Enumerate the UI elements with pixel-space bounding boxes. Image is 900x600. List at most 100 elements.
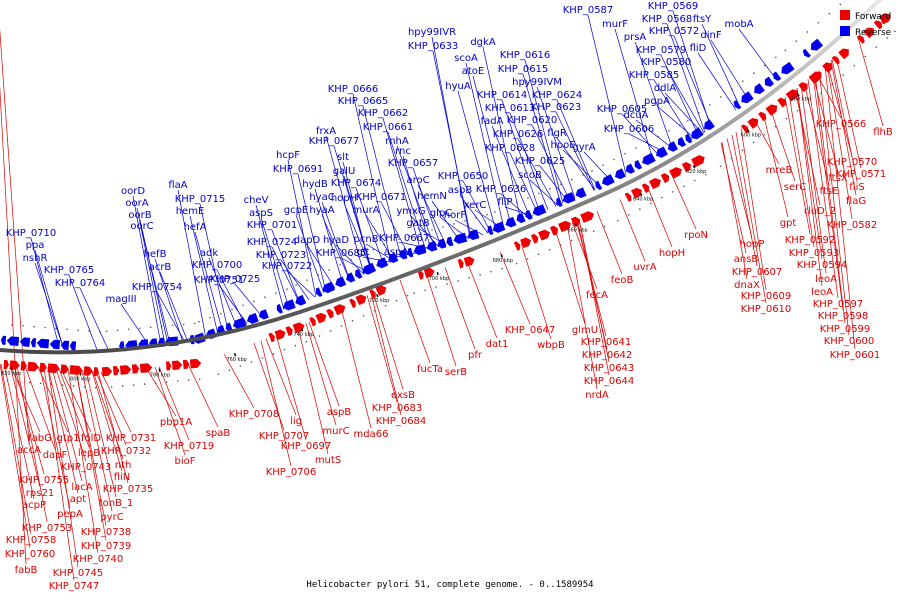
forward-gene-arrow[interactable]: [831, 55, 842, 65]
forward-gene-label[interactable]: KHP_0642: [582, 350, 633, 361]
forward-gene-label[interactable]: lig: [290, 416, 302, 427]
reverse-gene-label[interactable]: KHP_0674: [331, 178, 382, 189]
forward-gene-arrow[interactable]: [838, 46, 851, 60]
forward-gene-label[interactable]: fabB: [15, 565, 38, 576]
forward-gene-label[interactable]: KHP_0760: [5, 549, 56, 560]
forward-gene-arrow[interactable]: [309, 316, 317, 327]
reverse-gene-arrow[interactable]: [361, 262, 377, 277]
forward-gene-arrow[interactable]: [315, 311, 328, 324]
forward-gene-arrow[interactable]: [268, 332, 276, 343]
reverse-gene-label[interactable]: atoE: [462, 66, 485, 77]
reverse-gene-arrow[interactable]: [320, 281, 336, 295]
forward-gene-label[interactable]: KHP_0758: [6, 535, 57, 546]
forward-gene-label[interactable]: rpoN: [684, 230, 708, 241]
forward-gene-label[interactable]: KHP_0738: [81, 527, 132, 538]
reverse-gene-arrow[interactable]: [574, 187, 587, 199]
forward-gene-arrow[interactable]: [822, 60, 835, 73]
reverse-gene-label[interactable]: pcnB: [353, 234, 378, 245]
forward-gene-arrow[interactable]: [349, 298, 357, 309]
reverse-gene-label[interactable]: scoA: [454, 53, 478, 64]
reverse-gene-arrow[interactable]: [524, 210, 533, 221]
reverse-gene-label[interactable]: KHP_0625: [515, 156, 566, 167]
reverse-gene-arrow[interactable]: [531, 204, 547, 217]
reverse-gene-label[interactable]: fliD: [690, 43, 707, 54]
reverse-gene-label[interactable]: KHP_0606: [604, 124, 655, 135]
forward-gene-arrow[interactable]: [624, 192, 634, 202]
forward-gene-arrow[interactable]: [189, 358, 202, 369]
forward-gene-label[interactable]: dapF: [43, 450, 68, 461]
reverse-gene-arrow[interactable]: [49, 339, 61, 350]
reverse-gene-arrow[interactable]: [701, 119, 715, 132]
reverse-gene-arrow[interactable]: [491, 221, 506, 234]
forward-gene-label[interactable]: uvrA: [633, 262, 656, 273]
reverse-gene-label[interactable]: prsA: [624, 32, 647, 43]
reverse-gene-arrow[interactable]: [386, 252, 399, 265]
forward-gene-label[interactable]: pepA: [57, 509, 83, 520]
reverse-gene-label[interactable]: hyuA: [445, 81, 471, 92]
reverse-gene-label[interactable]: hcpF: [276, 150, 300, 161]
reverse-gene-label[interactable]: pgpA: [644, 96, 670, 107]
reverse-gene-label[interactable]: KHP_0715: [175, 194, 226, 205]
forward-gene-arrow[interactable]: [423, 267, 436, 278]
reverse-gene-label[interactable]: fliP: [497, 197, 512, 208]
reverse-gene-label[interactable]: KHP_0628: [485, 143, 536, 154]
forward-gene-arrow[interactable]: [417, 270, 425, 280]
reverse-gene-label[interactable]: KHP_0723: [256, 250, 307, 261]
forward-gene-label[interactable]: gtp1: [57, 433, 80, 444]
forward-gene-label[interactable]: wbpB: [537, 340, 565, 351]
reverse-gene-label[interactable]: xerC: [464, 200, 487, 211]
forward-gene-arrow[interactable]: [457, 258, 465, 269]
forward-gene-arrow[interactable]: [785, 87, 801, 102]
reverse-gene-arrow[interactable]: [231, 317, 247, 330]
reverse-gene-arrow[interactable]: [30, 338, 37, 348]
reverse-gene-label[interactable]: KHP_0613: [485, 103, 536, 114]
reverse-gene-label[interactable]: oorC: [130, 221, 153, 232]
forward-gene-label[interactable]: accA: [17, 445, 41, 456]
forward-gene-arrow[interactable]: [747, 116, 760, 129]
forward-gene-label[interactable]: dat1: [486, 339, 509, 350]
reverse-gene-label[interactable]: KHP_0569: [648, 1, 699, 12]
forward-gene-arrow[interactable]: [549, 225, 560, 236]
reverse-gene-arrow[interactable]: [689, 127, 704, 141]
forward-gene-label[interactable]: leoA: [815, 274, 837, 285]
reverse-gene-arrow[interactable]: [676, 137, 687, 148]
reverse-gene-label[interactable]: KHP_0724: [247, 237, 298, 248]
forward-gene-arrow[interactable]: [375, 284, 388, 296]
reverse-gene-label[interactable]: KHP_0701: [247, 220, 298, 231]
forward-gene-arrow[interactable]: [171, 360, 183, 371]
forward-gene-arrow[interactable]: [520, 236, 533, 249]
forward-gene-arrow[interactable]: [274, 328, 288, 340]
reverse-gene-arrow[interactable]: [452, 232, 468, 245]
forward-gene-label[interactable]: KHP_0647: [505, 325, 556, 336]
forward-gene-arrow[interactable]: [165, 361, 172, 371]
forward-gene-arrow[interactable]: [101, 366, 113, 377]
reverse-gene-label[interactable]: KHP_0614: [477, 90, 528, 101]
reverse-gene-label[interactable]: gatB: [406, 218, 429, 229]
reverse-gene-label[interactable]: glt: [356, 247, 369, 258]
reverse-gene-label[interactable]: hefB: [144, 249, 167, 260]
forward-gene-label[interactable]: KHP_0753: [22, 523, 73, 534]
reverse-gene-label[interactable]: KHP_0657: [388, 158, 439, 169]
reverse-gene-label[interactable]: aspB: [448, 185, 473, 196]
reverse-gene-label[interactable]: KHP_0661: [363, 122, 414, 133]
forward-gene-label[interactable]: KHP_0571: [836, 169, 887, 180]
forward-gene-arrow[interactable]: [758, 110, 768, 122]
forward-gene-arrow[interactable]: [326, 308, 335, 319]
forward-gene-label[interactable]: KHP_0755: [19, 475, 70, 486]
reverse-gene-label[interactable]: hyaC: [309, 192, 334, 203]
forward-gene-label[interactable]: KHP_0706: [266, 467, 317, 478]
reverse-gene-label[interactable]: KHP_0677: [309, 136, 360, 147]
reverse-gene-label[interactable]: hpoE: [550, 140, 575, 151]
forward-gene-label[interactable]: murC: [322, 426, 349, 437]
forward-gene-label[interactable]: fliN: [114, 472, 131, 483]
forward-gene-label[interactable]: fabG: [28, 433, 52, 444]
forward-gene-arrow[interactable]: [641, 182, 651, 193]
reverse-gene-label[interactable]: gcpE: [284, 205, 309, 216]
forward-gene-label[interactable]: exsB: [391, 390, 415, 401]
reverse-gene-label[interactable]: KHP_0751: [194, 275, 245, 286]
reverse-gene-label[interactable]: ddlA: [654, 83, 676, 94]
reverse-gene-label[interactable]: cheV: [244, 195, 269, 206]
reverse-gene-label[interactable]: hopH: [331, 193, 357, 204]
reverse-gene-arrow[interactable]: [600, 174, 615, 188]
forward-gene-label[interactable]: KHP_0601: [830, 350, 881, 361]
